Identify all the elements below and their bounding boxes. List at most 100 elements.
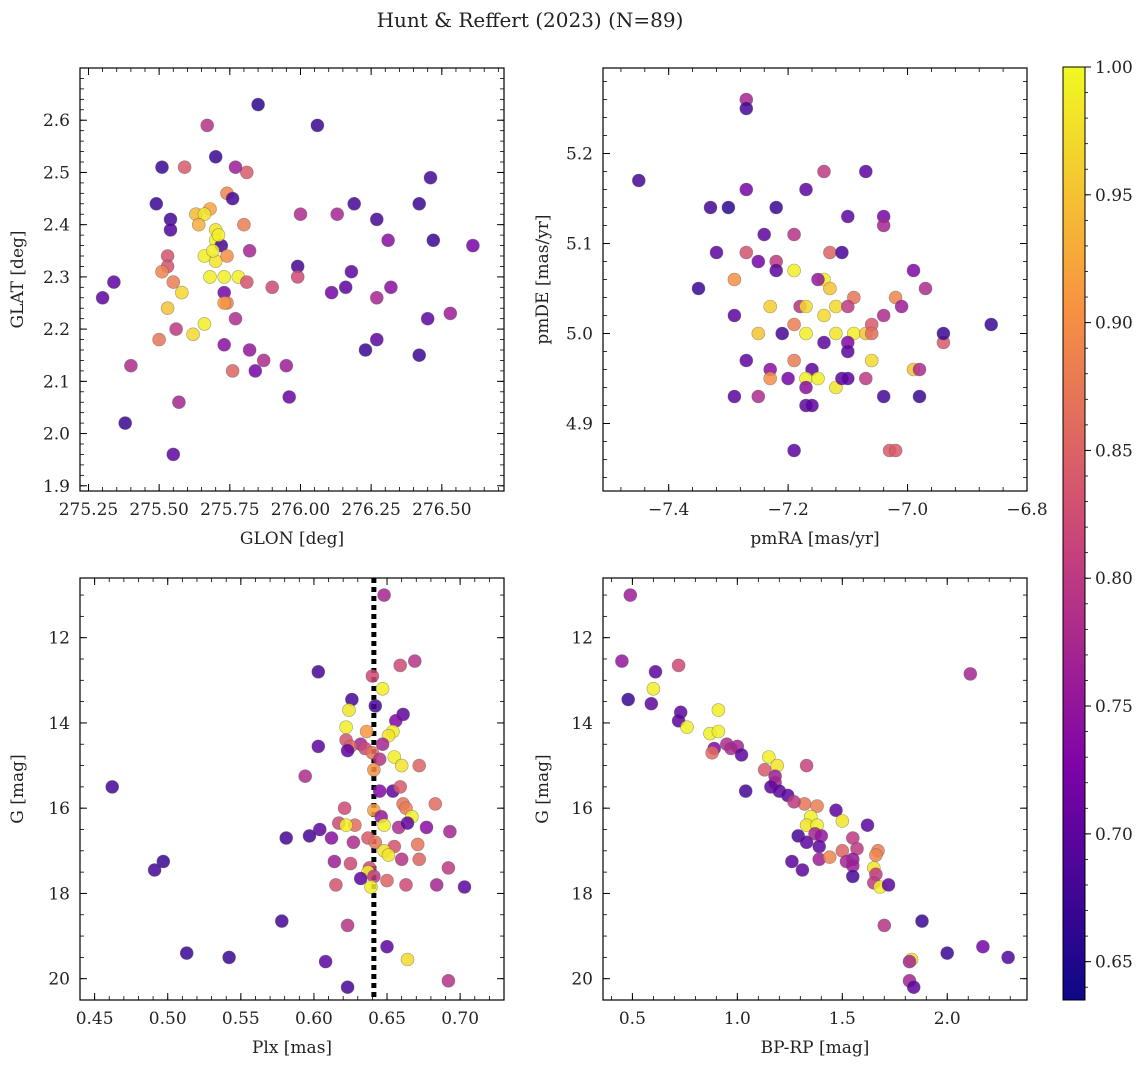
data-point <box>443 306 458 321</box>
data-point <box>160 301 175 316</box>
data-point <box>339 818 353 833</box>
data-point <box>203 270 217 284</box>
y-tick-label: 2.1 <box>43 372 70 392</box>
data-point <box>787 317 801 332</box>
data-point <box>864 326 879 341</box>
x-tick-label: −7.0 <box>887 500 928 520</box>
data-point <box>225 191 240 206</box>
data-point <box>412 758 427 773</box>
y-tick-label: 16 <box>48 799 70 819</box>
x-tick-label: 0.65 <box>368 1009 406 1029</box>
data-point <box>166 275 181 289</box>
axes-frame <box>602 577 1028 1001</box>
data-point <box>429 878 444 892</box>
data-point <box>817 335 831 350</box>
data-point <box>344 264 359 279</box>
data-point <box>751 389 766 404</box>
data-point <box>318 954 333 969</box>
colorbar-tick-label: 0.85 <box>1095 441 1133 461</box>
data-point <box>274 914 289 928</box>
data-point <box>739 353 754 368</box>
data-point <box>705 745 719 760</box>
data-point <box>906 263 921 278</box>
colorbar-tick-label: 0.90 <box>1095 314 1133 334</box>
y-tick-label: 12 <box>571 629 593 649</box>
x-tick-label: 0.45 <box>76 1009 114 1029</box>
data-point <box>751 254 766 269</box>
data-point <box>621 692 636 707</box>
x-tick-label: −6.8 <box>1006 500 1047 520</box>
data-point <box>175 285 189 300</box>
x-tick-label: 275.25 <box>59 500 118 520</box>
data-point <box>757 227 772 242</box>
data-point <box>443 824 457 839</box>
data-point <box>324 285 339 300</box>
data-point <box>105 780 119 794</box>
data-point <box>310 118 325 133</box>
y-axis-label: pmDE [mas/yr] <box>533 214 553 344</box>
data-point <box>311 664 326 679</box>
data-point <box>166 447 181 462</box>
panel-pm: −7.4 −7.2 −7.0 −6.8 4.9 5.0 5.1 5.2 pmRA [mas/yr… <box>533 67 1048 549</box>
data-point <box>799 326 813 341</box>
data-point <box>265 280 280 295</box>
data-point <box>312 822 327 837</box>
y-tick-label: 14 <box>571 714 593 734</box>
data-point <box>963 667 978 681</box>
data-point <box>840 344 855 359</box>
data-point <box>799 835 814 850</box>
data-point <box>400 816 415 830</box>
data-point <box>787 227 801 242</box>
data-point <box>410 837 425 852</box>
data-point <box>381 233 395 248</box>
data-point <box>359 724 374 739</box>
y-tick-label: 18 <box>571 884 593 904</box>
data-point <box>380 939 394 954</box>
data-point <box>976 939 990 954</box>
data-point <box>877 918 892 933</box>
x-tick-label: 0.60 <box>295 1009 333 1029</box>
data-point <box>845 869 860 884</box>
y-tick-label: 2.4 <box>43 216 70 236</box>
data-point <box>817 308 831 323</box>
data-point <box>738 784 753 798</box>
data-point <box>763 299 778 314</box>
x-tick-label: 276.00 <box>271 500 330 520</box>
data-point <box>757 762 772 777</box>
y-axis-label: G [mag] <box>8 754 28 823</box>
data-point <box>739 245 754 260</box>
data-point <box>787 353 801 368</box>
data-point <box>811 272 825 287</box>
data-point <box>419 820 434 835</box>
data-point <box>380 873 394 888</box>
data-point <box>420 311 435 326</box>
data-point <box>894 299 909 314</box>
data-point <box>940 946 955 960</box>
data-point <box>95 290 110 305</box>
data-point <box>217 296 231 310</box>
data-point <box>876 218 891 233</box>
points-glon-glat <box>95 97 480 462</box>
data-point <box>739 182 754 197</box>
data-point <box>835 814 850 828</box>
data-point <box>918 281 933 296</box>
data-point <box>1001 950 1015 965</box>
data-point <box>902 954 917 969</box>
data-point <box>330 207 345 221</box>
data-point <box>727 389 742 404</box>
y-tick-label: 20 <box>48 970 70 990</box>
data-point <box>368 835 383 850</box>
data-point <box>876 308 891 323</box>
data-point <box>426 233 441 248</box>
data-point <box>876 389 891 404</box>
data-point <box>368 699 383 713</box>
data-point <box>242 343 257 357</box>
y-tick-label: 2.3 <box>43 268 70 288</box>
data-point <box>343 856 358 871</box>
data-point <box>805 398 819 413</box>
data-point <box>727 272 742 287</box>
data-point <box>799 299 813 314</box>
data-point <box>441 973 456 988</box>
data-point <box>787 263 801 278</box>
data-point <box>648 664 663 679</box>
